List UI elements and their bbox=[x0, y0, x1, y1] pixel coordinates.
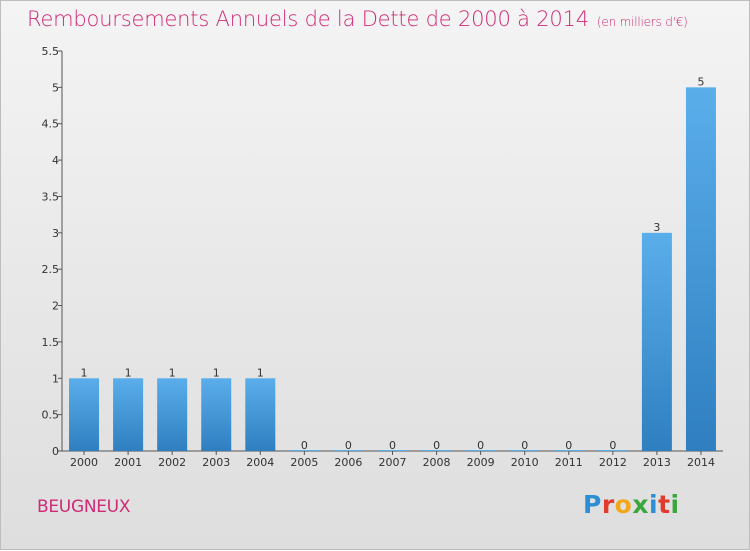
x-tick-label: 2001 bbox=[114, 456, 142, 469]
bar bbox=[289, 450, 320, 451]
brand-letter: i bbox=[670, 490, 680, 519]
y-tick-label: 0.5 bbox=[42, 409, 60, 422]
bar bbox=[641, 232, 672, 451]
bar bbox=[377, 450, 408, 451]
brand-logo: Proxiti bbox=[583, 490, 680, 519]
data-label: 1 bbox=[169, 366, 176, 379]
y-tick-label: 3 bbox=[52, 227, 59, 240]
data-label: 0 bbox=[609, 439, 616, 452]
bar bbox=[509, 450, 540, 451]
data-label: 0 bbox=[301, 439, 308, 452]
data-label: 1 bbox=[213, 366, 220, 379]
bar bbox=[553, 450, 584, 451]
data-label: 0 bbox=[565, 439, 572, 452]
x-tick-label: 2002 bbox=[158, 456, 186, 469]
data-label: 1 bbox=[257, 366, 264, 379]
chart-title-text: Remboursements Annuels de la Dette de 20… bbox=[27, 7, 589, 31]
x-tick-label: 2003 bbox=[202, 456, 230, 469]
brand-letter: t bbox=[658, 490, 671, 519]
x-tick-label: 2009 bbox=[467, 456, 495, 469]
x-tick-label: 2006 bbox=[334, 456, 362, 469]
x-tick-label: 2008 bbox=[423, 456, 451, 469]
data-label: 1 bbox=[125, 366, 132, 379]
brand-letter: o bbox=[614, 490, 633, 519]
chart-unit: (en milliers d'€) bbox=[596, 15, 688, 29]
data-label: 0 bbox=[345, 439, 352, 452]
brand-letter: r bbox=[601, 490, 615, 519]
bar bbox=[69, 378, 100, 451]
y-tick-label: 2.5 bbox=[42, 263, 60, 276]
x-tick-label: 2005 bbox=[290, 456, 318, 469]
x-tick-label: 2014 bbox=[687, 456, 715, 469]
chart-bars bbox=[69, 87, 716, 451]
y-tick-label: 4.5 bbox=[42, 118, 60, 131]
data-label: 1 bbox=[81, 366, 88, 379]
chart-title: Remboursements Annuels de la Dette de 20… bbox=[27, 7, 688, 31]
x-tick-label: 2000 bbox=[70, 456, 98, 469]
x-tick-label: 2007 bbox=[379, 456, 407, 469]
y-tick-label: 2 bbox=[52, 300, 59, 313]
city-name: BEUGNEUX bbox=[37, 497, 131, 517]
x-tick-label: 2004 bbox=[246, 456, 274, 469]
brand-letter: i bbox=[649, 490, 659, 519]
bar bbox=[685, 87, 716, 451]
y-tick-label: 0 bbox=[52, 445, 59, 458]
data-label: 0 bbox=[477, 439, 484, 452]
bar bbox=[465, 450, 496, 451]
y-tick-label: 1 bbox=[52, 372, 59, 385]
data-label: 0 bbox=[433, 439, 440, 452]
x-tick-label: 2013 bbox=[643, 456, 671, 469]
data-label: 5 bbox=[697, 75, 704, 88]
y-tick-label: 5 bbox=[52, 81, 59, 94]
bar bbox=[245, 378, 276, 451]
chart-labels: 2000 1 2001 1 2002 1 2003 1 2004 1 2005 0 2006 0 2007 0… bbox=[70, 75, 715, 469]
bar bbox=[421, 450, 452, 451]
bar bbox=[201, 378, 232, 451]
x-tick-label: 2011 bbox=[555, 456, 583, 469]
data-label: 3 bbox=[653, 221, 660, 234]
data-label: 0 bbox=[521, 439, 528, 452]
data-label: 0 bbox=[389, 439, 396, 452]
brand-letter: x bbox=[632, 490, 649, 519]
x-tick-label: 2012 bbox=[599, 456, 627, 469]
brand-letter: P bbox=[583, 490, 602, 519]
bar bbox=[113, 378, 144, 451]
chart-axes: 0 0.5 1 1.5 2 2.5 3 3.5 4 4.5 5 5.5 bbox=[42, 45, 723, 458]
bar bbox=[157, 378, 188, 451]
y-tick-label: 5.5 bbox=[42, 45, 60, 58]
x-tick-label: 2010 bbox=[511, 456, 539, 469]
y-tick-label: 4 bbox=[52, 154, 59, 167]
bar bbox=[597, 450, 628, 451]
y-tick-label: 1.5 bbox=[42, 336, 60, 349]
bar bbox=[333, 450, 364, 451]
y-tick-label: 3.5 bbox=[42, 190, 60, 203]
